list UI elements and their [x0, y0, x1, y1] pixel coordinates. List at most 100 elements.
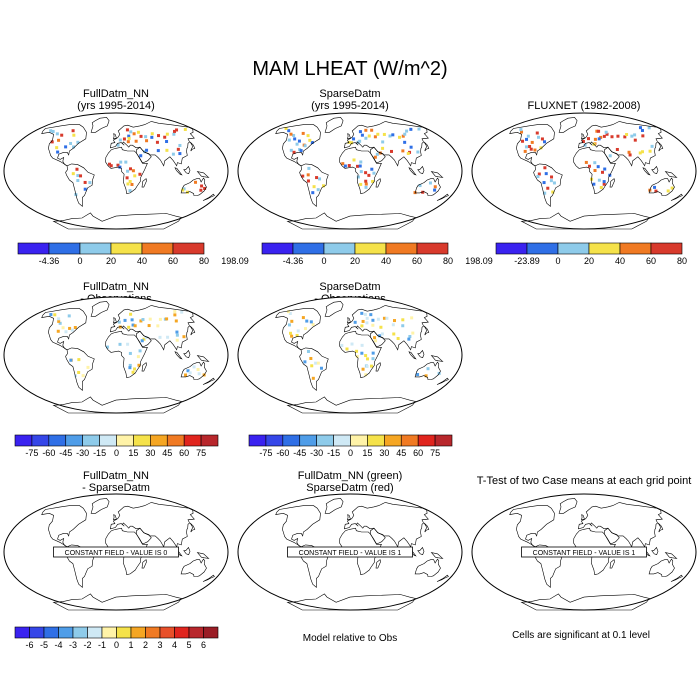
data-cell — [529, 147, 533, 151]
data-cell — [295, 333, 299, 337]
data-cell — [56, 329, 60, 333]
data-cell — [550, 175, 554, 179]
data-cell — [288, 311, 292, 315]
panel-title-line: SparseDatm (red) — [306, 482, 393, 494]
colorbar-tick-label: -45 — [293, 448, 306, 458]
data-cell — [175, 330, 179, 334]
colorbar-tick-label: -23.89 — [514, 256, 540, 266]
colorbar-tick-label: 45 — [162, 448, 172, 458]
data-cell — [543, 140, 547, 144]
data-cell — [602, 134, 606, 138]
coastline-antarctica — [286, 212, 416, 230]
colorbar-swatch — [354, 242, 387, 255]
data-cell — [77, 370, 81, 374]
colorbar-swatch — [183, 434, 202, 447]
coastline-borneo — [183, 546, 191, 555]
data-cell — [192, 365, 196, 369]
data-cell — [311, 322, 315, 326]
data-cell — [358, 164, 362, 168]
data-cell — [365, 316, 369, 320]
panel-title-line: FullDatm_NN — [83, 88, 149, 100]
coastline-uk — [581, 133, 585, 140]
data-cell — [350, 342, 354, 346]
coastline-new-zealand — [436, 377, 449, 385]
colorbar-swatch — [31, 434, 50, 447]
data-cell — [71, 129, 75, 133]
data-cell — [610, 135, 614, 139]
data-cell — [124, 160, 128, 164]
data-cell — [69, 141, 73, 145]
data-cell — [364, 179, 368, 183]
data-cell — [364, 373, 368, 377]
data-cell — [633, 133, 637, 137]
coastline-australia — [180, 361, 207, 380]
coastline-new-zealand — [202, 574, 215, 582]
data-cell — [61, 326, 65, 330]
colorbar-tick-label: 40 — [615, 256, 625, 266]
data-cell — [381, 140, 385, 144]
coastline-arabia — [370, 527, 386, 544]
data-cell — [139, 134, 143, 138]
coastline-new-guinea — [430, 355, 444, 362]
coastline-south-america — [533, 163, 563, 208]
data-cell — [145, 148, 149, 152]
data-cell — [410, 316, 414, 320]
colorbar-tick-label: -45 — [59, 448, 72, 458]
coastline-madagascar — [141, 559, 147, 569]
data-cell — [352, 137, 356, 141]
data-cell — [360, 311, 364, 315]
coastline-japan — [189, 325, 196, 336]
data-cell — [108, 162, 112, 166]
data-cell — [549, 179, 553, 183]
map-frame — [3, 296, 229, 414]
colorbar-swatch — [282, 434, 301, 447]
colorbar-tick-label: 15 — [362, 448, 372, 458]
data-cell — [175, 128, 179, 132]
data-cell — [355, 354, 359, 358]
colorbar-swatch — [116, 434, 134, 447]
colorbar-swatch — [150, 434, 168, 447]
data-cell — [356, 175, 360, 179]
colorbar-tick-label: 75 — [196, 448, 206, 458]
data-cell — [358, 130, 362, 134]
colorbar-swatch — [588, 242, 621, 255]
data-cell — [306, 173, 310, 177]
panel-p5: SparseDatm- Observations-75-60-45-30-150… — [237, 281, 463, 458]
colorbar-tick-label: 198.09 — [221, 256, 249, 266]
data-cell — [592, 182, 596, 186]
panel-title-line: (yrs 1995-2014) — [311, 100, 389, 112]
data-cell — [290, 319, 294, 323]
coastline-borneo — [183, 349, 191, 358]
data-cell — [593, 161, 597, 165]
panel-p9: T-Test of two Case means at each grid po… — [471, 475, 697, 611]
colorbar-swatch — [166, 434, 185, 447]
data-cell — [194, 180, 198, 184]
data-cell — [297, 139, 301, 143]
data-cell — [133, 367, 137, 371]
colorbar-swatch — [292, 242, 325, 255]
data-cell — [389, 149, 393, 153]
coastline-eurasia — [344, 502, 429, 548]
data-cell — [173, 310, 177, 314]
data-cell — [391, 133, 395, 137]
data-cell — [379, 325, 383, 329]
data-cell — [106, 345, 110, 349]
data-cell — [627, 150, 631, 154]
data-cell — [128, 363, 132, 367]
data-cell — [158, 335, 162, 339]
data-cell — [126, 140, 130, 144]
coastline-north-america — [41, 308, 87, 351]
data-cell — [109, 164, 113, 168]
constant-field-label: CONSTANT FIELD - VALUE IS 1 — [299, 550, 402, 557]
data-cell — [401, 134, 405, 138]
colorbar-tick-label: -75 — [259, 448, 272, 458]
data-cell — [584, 160, 588, 164]
coastline-uk — [347, 514, 351, 521]
data-cell — [356, 164, 360, 168]
data-cell — [75, 167, 79, 171]
data-cell — [544, 172, 548, 176]
coastline-new-guinea — [664, 552, 678, 559]
coastline-north-america — [275, 124, 321, 167]
coastline-arabia — [604, 527, 620, 544]
